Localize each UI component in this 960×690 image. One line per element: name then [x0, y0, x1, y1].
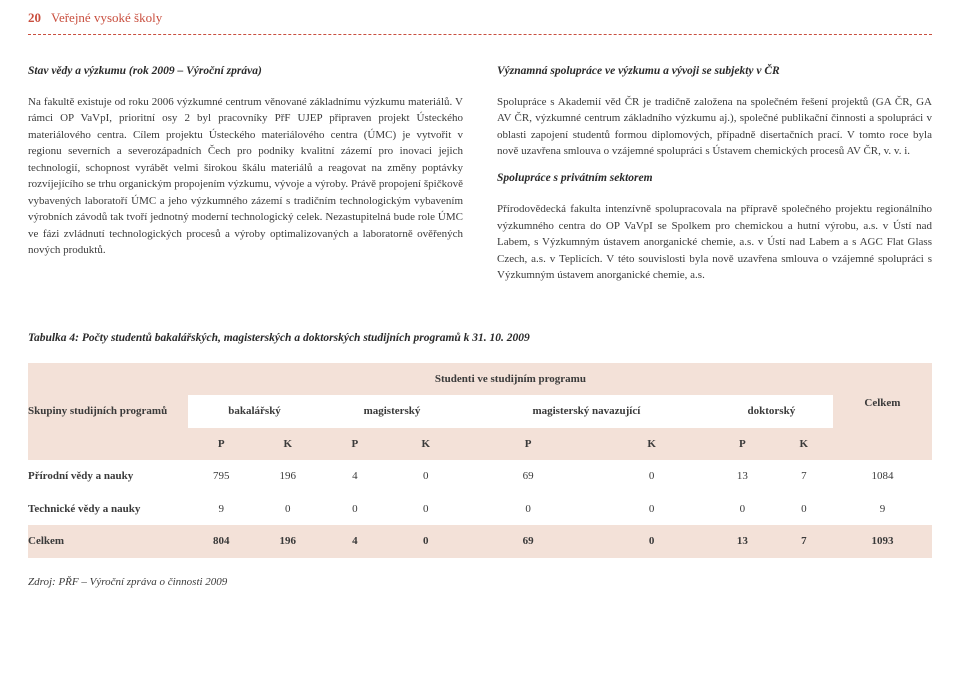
column-header-total: Celkem	[833, 363, 932, 428]
pk-cell: K	[593, 428, 710, 461]
table-cell: 9	[188, 493, 255, 526]
table-cell: 0	[389, 493, 463, 526]
table-cell: 0	[321, 493, 389, 526]
table-caption: Tabulka 4: Počty studentů bakalářských, …	[28, 330, 932, 347]
table-cell: 804	[188, 525, 255, 558]
right-section-title-2: Spolupráce s privátním sektorem	[497, 170, 932, 187]
pk-cell: K	[389, 428, 463, 461]
column-super-header: Studenti ve studijním programu	[188, 363, 833, 396]
column-header-doktorsky: doktorský	[710, 395, 833, 428]
row-total: 9	[833, 493, 932, 526]
pk-cell: K	[775, 428, 833, 461]
table-row: Technické vědy a nauky 9 0 0 0 0 0 0 0 9	[28, 493, 932, 526]
right-paragraph-2: Přírodovědecká fakulta intenzívně spolup…	[497, 201, 932, 284]
column-header-magistersky: magisterský	[321, 395, 463, 428]
left-column: Stav vědy a výzkumu (rok 2009 – Výroční …	[28, 63, 463, 294]
table-cell: 0	[710, 493, 775, 526]
page-number: 20	[28, 8, 41, 28]
students-table: Skupiny studijních programů Studenti ve …	[28, 363, 932, 558]
right-paragraph-1: Spolupráce s Akademií věd ČR je tradičně…	[497, 94, 932, 160]
right-column: Významná spolupráce ve výzkumu a vývoji …	[497, 63, 932, 294]
table-cell: 795	[188, 460, 255, 493]
table-cell: 7	[775, 460, 833, 493]
header-section-label: Veřejné vysoké školy	[51, 8, 162, 28]
pk-cell-blank	[833, 428, 932, 461]
row-label: Celkem	[28, 525, 188, 558]
table-cell: 0	[593, 525, 710, 558]
row-label: Technické vědy a nauky	[28, 493, 188, 526]
table-cell: 13	[710, 525, 775, 558]
table-cell: 0	[775, 493, 833, 526]
right-section-title-1: Významná spolupráce ve výzkumu a vývoji …	[497, 63, 932, 80]
table-cell: 0	[255, 493, 322, 526]
page-container: 20 Veřejné vysoké školy Stav vědy a výzk…	[0, 0, 960, 610]
table-cell: 0	[389, 460, 463, 493]
table-source: Zdroj: PŘF – Výroční zpráva o činnosti 2…	[28, 574, 932, 591]
header-divider	[28, 34, 932, 35]
table-cell: 13	[710, 460, 775, 493]
left-body-paragraph: Na fakultě existuje od roku 2006 výzkumn…	[28, 94, 463, 259]
column-header-magistersky-nav: magisterský navazující	[463, 395, 710, 428]
pk-cell: P	[321, 428, 389, 461]
table-cell: 4	[321, 460, 389, 493]
table-cell: 69	[463, 525, 593, 558]
pk-cell: P	[463, 428, 593, 461]
table-cell: 0	[593, 460, 710, 493]
pk-cell: P	[188, 428, 255, 461]
row-total: 1084	[833, 460, 932, 493]
table-cell: 69	[463, 460, 593, 493]
table-cell: 7	[775, 525, 833, 558]
table-row-total: Celkem 804 196 4 0 69 0 13 7 1093	[28, 525, 932, 558]
table-cell: 0	[463, 493, 593, 526]
table-cell: 0	[389, 525, 463, 558]
pk-cell: K	[255, 428, 322, 461]
table-row: Přírodní vědy a nauky 795 196 4 0 69 0 1…	[28, 460, 932, 493]
table-cell: 0	[593, 493, 710, 526]
column-header-groups: Skupiny studijních programů	[28, 363, 188, 461]
pk-cell: P	[710, 428, 775, 461]
column-header-bakalarsky: bakalářský	[188, 395, 321, 428]
row-label: Přírodní vědy a nauky	[28, 460, 188, 493]
table-cell: 196	[255, 525, 322, 558]
two-column-body: Stav vědy a výzkumu (rok 2009 – Výroční …	[28, 63, 932, 294]
table-cell: 4	[321, 525, 389, 558]
table-super-header-row: Skupiny studijních programů Studenti ve …	[28, 363, 932, 396]
row-total: 1093	[833, 525, 932, 558]
left-section-title: Stav vědy a výzkumu (rok 2009 – Výroční …	[28, 63, 463, 80]
table-cell: 196	[255, 460, 322, 493]
page-header: 20 Veřejné vysoké školy	[28, 0, 932, 34]
